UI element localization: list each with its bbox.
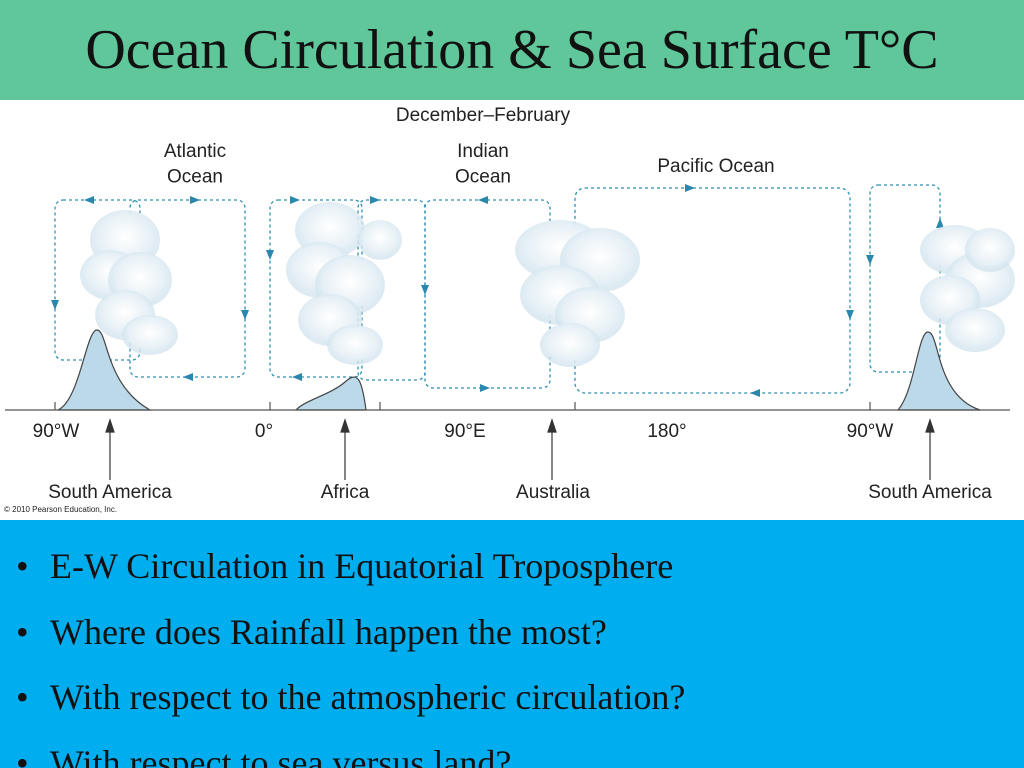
header: Ocean Circulation & Sea Surface T°C — [0, 0, 1024, 100]
tick-marks — [54, 402, 871, 410]
bullet: With respect to sea versus land? — [16, 731, 1024, 768]
ocean-label: Pacific Ocean — [657, 156, 774, 177]
pointer-arrows — [105, 418, 935, 480]
landmass-label: South America — [868, 482, 992, 503]
landmass-label: Africa — [321, 482, 370, 503]
diagram: December–February Atlantic Ocean Indian Oc… — [0, 100, 1024, 520]
ocean-label: Indian Ocean — [455, 141, 511, 188]
ocean-label: Atlantic Ocean — [164, 141, 226, 188]
credit: © 2010 Pearson Education, Inc. — [4, 505, 117, 514]
land-profiles — [57, 329, 981, 411]
landmass-label: South America — [48, 482, 172, 503]
bullet: E-W Circulation in Equatorial Tropospher… — [16, 534, 1024, 600]
longitude-label: 90°E — [444, 421, 485, 442]
longitude-label: 90°W — [33, 421, 80, 442]
longitude-label: 90°W — [847, 421, 894, 442]
season-label: December–February — [396, 105, 571, 126]
clouds — [80, 202, 1015, 367]
longitude-label: 180° — [647, 421, 686, 442]
bullet-panel: E-W Circulation in Equatorial Tropospher… — [0, 520, 1024, 768]
flow-arrows — [51, 184, 944, 397]
slide-title: Ocean Circulation & Sea Surface T°C — [85, 19, 939, 81]
bullet: With respect to the atmospheric circulat… — [16, 665, 1024, 731]
bullet: Where does Rainfall happen the most? — [16, 600, 1024, 666]
bullet-list: E-W Circulation in Equatorial Tropospher… — [0, 520, 1024, 768]
longitude-label: 0° — [255, 421, 273, 442]
landmass-label: Australia — [516, 482, 590, 503]
